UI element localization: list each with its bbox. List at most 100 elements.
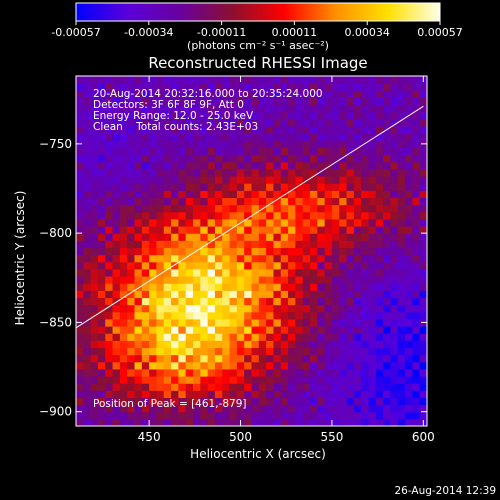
heatmap-cell bbox=[171, 97, 179, 106]
heatmap-cell bbox=[390, 397, 399, 406]
heatmap-cell bbox=[346, 318, 355, 327]
heatmap-cell bbox=[324, 397, 333, 406]
heatmap-cell bbox=[141, 240, 150, 249]
heatmap-cell bbox=[346, 83, 355, 91]
heatmap-cell bbox=[83, 233, 92, 241]
heatmap-cell bbox=[83, 211, 92, 220]
heatmap-cell bbox=[222, 140, 231, 149]
heatmap-cell bbox=[302, 354, 311, 363]
heatmap-cell bbox=[127, 283, 136, 291]
heatmap-cell bbox=[368, 333, 377, 341]
heatmap-cell bbox=[331, 183, 340, 191]
heatmap-cell bbox=[251, 276, 260, 284]
heatmap-cell bbox=[324, 76, 333, 84]
heatmap-cell bbox=[295, 233, 304, 241]
heatmap-cell bbox=[302, 190, 311, 199]
heatmap-cell bbox=[200, 276, 209, 284]
heatmap-cell bbox=[119, 83, 128, 91]
heatmap-cell bbox=[119, 104, 128, 113]
heatmap-cell bbox=[361, 326, 370, 334]
heatmap-cell bbox=[163, 290, 172, 299]
heatmap-cell bbox=[412, 276, 421, 284]
heatmap-cell bbox=[324, 340, 333, 349]
heatmap-cell bbox=[251, 404, 260, 413]
heatmap-cell bbox=[207, 154, 216, 163]
heatmap-cell bbox=[397, 83, 406, 91]
heatmap-cell bbox=[353, 418, 362, 426]
heatmap-cell bbox=[412, 168, 421, 177]
heatmap-cell bbox=[251, 247, 260, 256]
heatmap-cell bbox=[273, 361, 282, 370]
heatmap-cell bbox=[339, 397, 348, 406]
heatmap-cell bbox=[288, 240, 296, 249]
heatmap-cell bbox=[97, 254, 106, 263]
heatmap-cell bbox=[134, 318, 143, 327]
heatmap-cell bbox=[200, 326, 209, 334]
heatmap-cell bbox=[171, 283, 179, 291]
heatmap-cell bbox=[171, 368, 179, 377]
heatmap-cell bbox=[324, 283, 333, 291]
heatmap-cell bbox=[97, 290, 106, 299]
heatmap-cell bbox=[317, 211, 326, 220]
heatmap-cell bbox=[324, 354, 333, 363]
heatmap-cell bbox=[83, 418, 92, 426]
heatmap-cell bbox=[390, 211, 399, 220]
heatmap-cell bbox=[178, 261, 187, 270]
heatmap-cell bbox=[141, 154, 150, 163]
heatmap-cell bbox=[200, 404, 209, 413]
heatmap-cell bbox=[141, 176, 150, 184]
heatmap-cell bbox=[419, 126, 427, 134]
heatmap-cell bbox=[185, 104, 194, 113]
heatmap-cell bbox=[156, 233, 165, 241]
heatmap-cell bbox=[288, 318, 296, 327]
heatmap-cell bbox=[185, 190, 194, 199]
heatmap-cell bbox=[331, 126, 340, 134]
heatmap-cell bbox=[229, 383, 238, 391]
heatmap-cell bbox=[97, 340, 106, 349]
heatmap-cell bbox=[390, 147, 399, 156]
heatmap-cell bbox=[405, 247, 413, 256]
heatmap-cell bbox=[193, 383, 201, 391]
heatmap-cell bbox=[324, 411, 333, 420]
heatmap-cell bbox=[397, 268, 406, 277]
heatmap-cell bbox=[149, 404, 158, 413]
heatmap-cell bbox=[97, 240, 106, 249]
heatmap-cell bbox=[280, 254, 289, 263]
heatmap-cell bbox=[178, 290, 187, 299]
heatmap-cell bbox=[236, 240, 245, 249]
heatmap-cell bbox=[193, 133, 201, 141]
heatmap-cell bbox=[375, 140, 384, 149]
heatmap-cell bbox=[280, 268, 289, 277]
heatmap-cell bbox=[368, 318, 377, 327]
heatmap-cell bbox=[375, 168, 384, 177]
heatmap-cell bbox=[83, 168, 92, 177]
heatmap-cell bbox=[163, 168, 172, 177]
heatmap-cell bbox=[346, 218, 355, 227]
heatmap-cell bbox=[127, 361, 136, 370]
heatmap-cell bbox=[214, 297, 223, 306]
heatmap-cell bbox=[119, 197, 128, 206]
heatmap-cell bbox=[229, 304, 238, 313]
heatmap-cell bbox=[244, 283, 253, 291]
heatmap-cell bbox=[295, 318, 304, 327]
heatmap-cell bbox=[90, 383, 99, 391]
heatmap-cell bbox=[280, 290, 289, 299]
heatmap-cell bbox=[353, 297, 362, 306]
heatmap-cell bbox=[214, 368, 223, 377]
heatmap-cell bbox=[185, 333, 194, 341]
heatmap-cell bbox=[397, 418, 406, 426]
heatmap-cell bbox=[163, 133, 172, 141]
heatmap-cell bbox=[171, 333, 179, 341]
heatmap-cell bbox=[156, 261, 165, 270]
heatmap-cell bbox=[229, 276, 238, 284]
heatmap-cell bbox=[149, 376, 158, 384]
heatmap-cell bbox=[339, 318, 348, 327]
heatmap-cell bbox=[236, 90, 245, 99]
heatmap-cell bbox=[119, 297, 128, 306]
heatmap-cell bbox=[302, 376, 311, 384]
heatmap-cell bbox=[156, 168, 165, 177]
heatmap-cell bbox=[193, 97, 201, 106]
heatmap-cell bbox=[141, 226, 150, 234]
heatmap-cell bbox=[171, 226, 179, 234]
heatmap-cell bbox=[397, 133, 406, 141]
